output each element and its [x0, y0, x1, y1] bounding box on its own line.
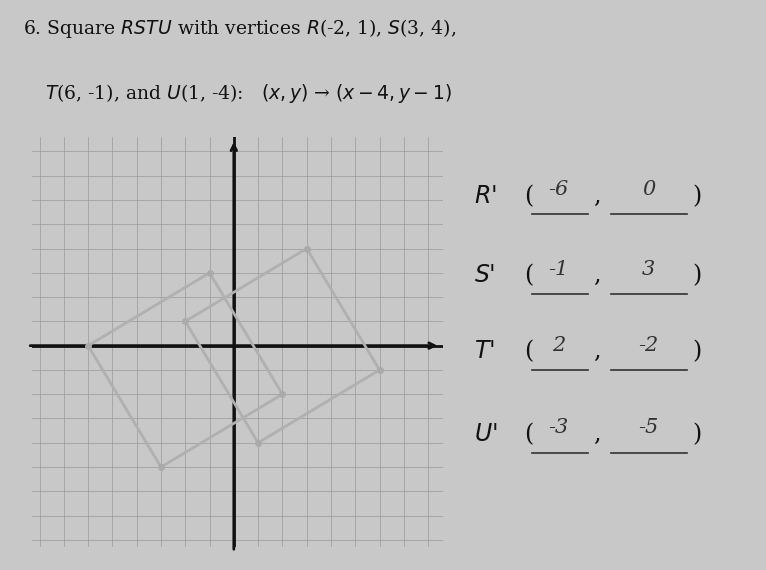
Text: ,: , [594, 185, 601, 208]
Text: ,: , [594, 423, 601, 446]
Text: (: ( [524, 340, 533, 363]
Text: (: ( [524, 423, 533, 446]
Text: $\mathit{T}$(6, -1), and $\mathit{U}$(1, -4):   $(x, y)$ → $(x - 4, y - 1)$: $\mathit{T}$(6, -1), and $\mathit{U}$(1,… [44, 82, 451, 105]
Text: $\mathit{R}$': $\mathit{R}$' [474, 185, 497, 208]
Text: ): ) [692, 423, 702, 446]
Text: $\mathit{U}$': $\mathit{U}$' [474, 423, 498, 446]
Text: ): ) [692, 185, 702, 208]
Text: (: ( [524, 264, 533, 287]
Text: (: ( [524, 185, 533, 208]
Text: ): ) [692, 264, 702, 287]
Text: $\mathit{S}$': $\mathit{S}$' [474, 264, 496, 287]
Text: ,: , [594, 264, 601, 287]
Text: -2: -2 [639, 336, 659, 355]
Text: ): ) [692, 340, 702, 363]
Text: ,: , [594, 340, 601, 363]
Text: -5: -5 [639, 418, 659, 437]
Text: 3: 3 [642, 259, 656, 279]
Text: 0: 0 [642, 180, 656, 199]
Text: 2: 2 [552, 336, 565, 355]
Text: -1: -1 [548, 259, 568, 279]
Text: -6: -6 [548, 180, 568, 199]
Text: -3: -3 [548, 418, 568, 437]
Text: $\mathit{T}$': $\mathit{T}$' [474, 340, 495, 363]
Text: 6. Square $\mathit{RSTU}$ with vertices $\mathit{R}$(-2, 1), $\mathit{S}$(3, 4),: 6. Square $\mathit{RSTU}$ with vertices … [23, 17, 456, 40]
